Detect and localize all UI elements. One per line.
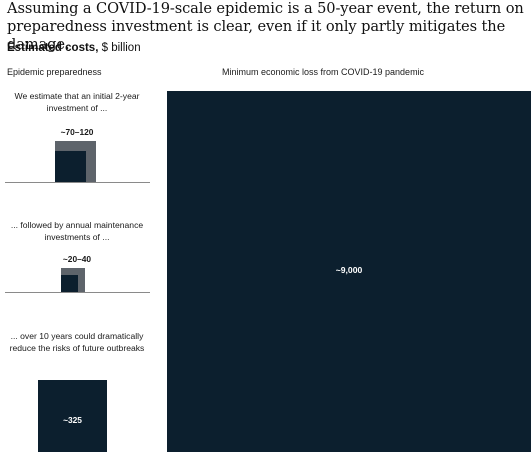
subtitle-measure: Estimated costs, [7,42,99,54]
step-1-baseline [5,182,150,183]
subtitle-unit: $ billion [98,42,141,54]
step-2-low-square [61,275,78,292]
step-1-text: We estimate that an initial 2-year inves… [14,91,140,113]
chart-title: Assuming a COVID-19-scale epidemic is a … [7,0,524,53]
step-1-low-square [55,151,86,182]
step-3-text: ... over 10 years could dramatically red… [9,331,145,353]
pandemic-loss-square [167,91,531,452]
step-3-total-square [38,380,107,452]
left-panel-heading: Epidemic preparedness [7,67,102,77]
right-panel-heading: Minimum economic loss from COVID-19 pand… [222,67,425,77]
chart-subtitle: Estimated costs, $ billion [7,42,141,54]
step-2-text: ... followed by annual maintenance inves… [10,220,144,242]
pandemic-loss-value-label: ~9,000 [335,265,363,275]
step-2-baseline [5,292,150,293]
step-2-value-label: ~20–40 [62,254,92,264]
step-1-value-label: ~70–120 [60,127,94,137]
step-3-value-label: ~325 [63,415,82,425]
